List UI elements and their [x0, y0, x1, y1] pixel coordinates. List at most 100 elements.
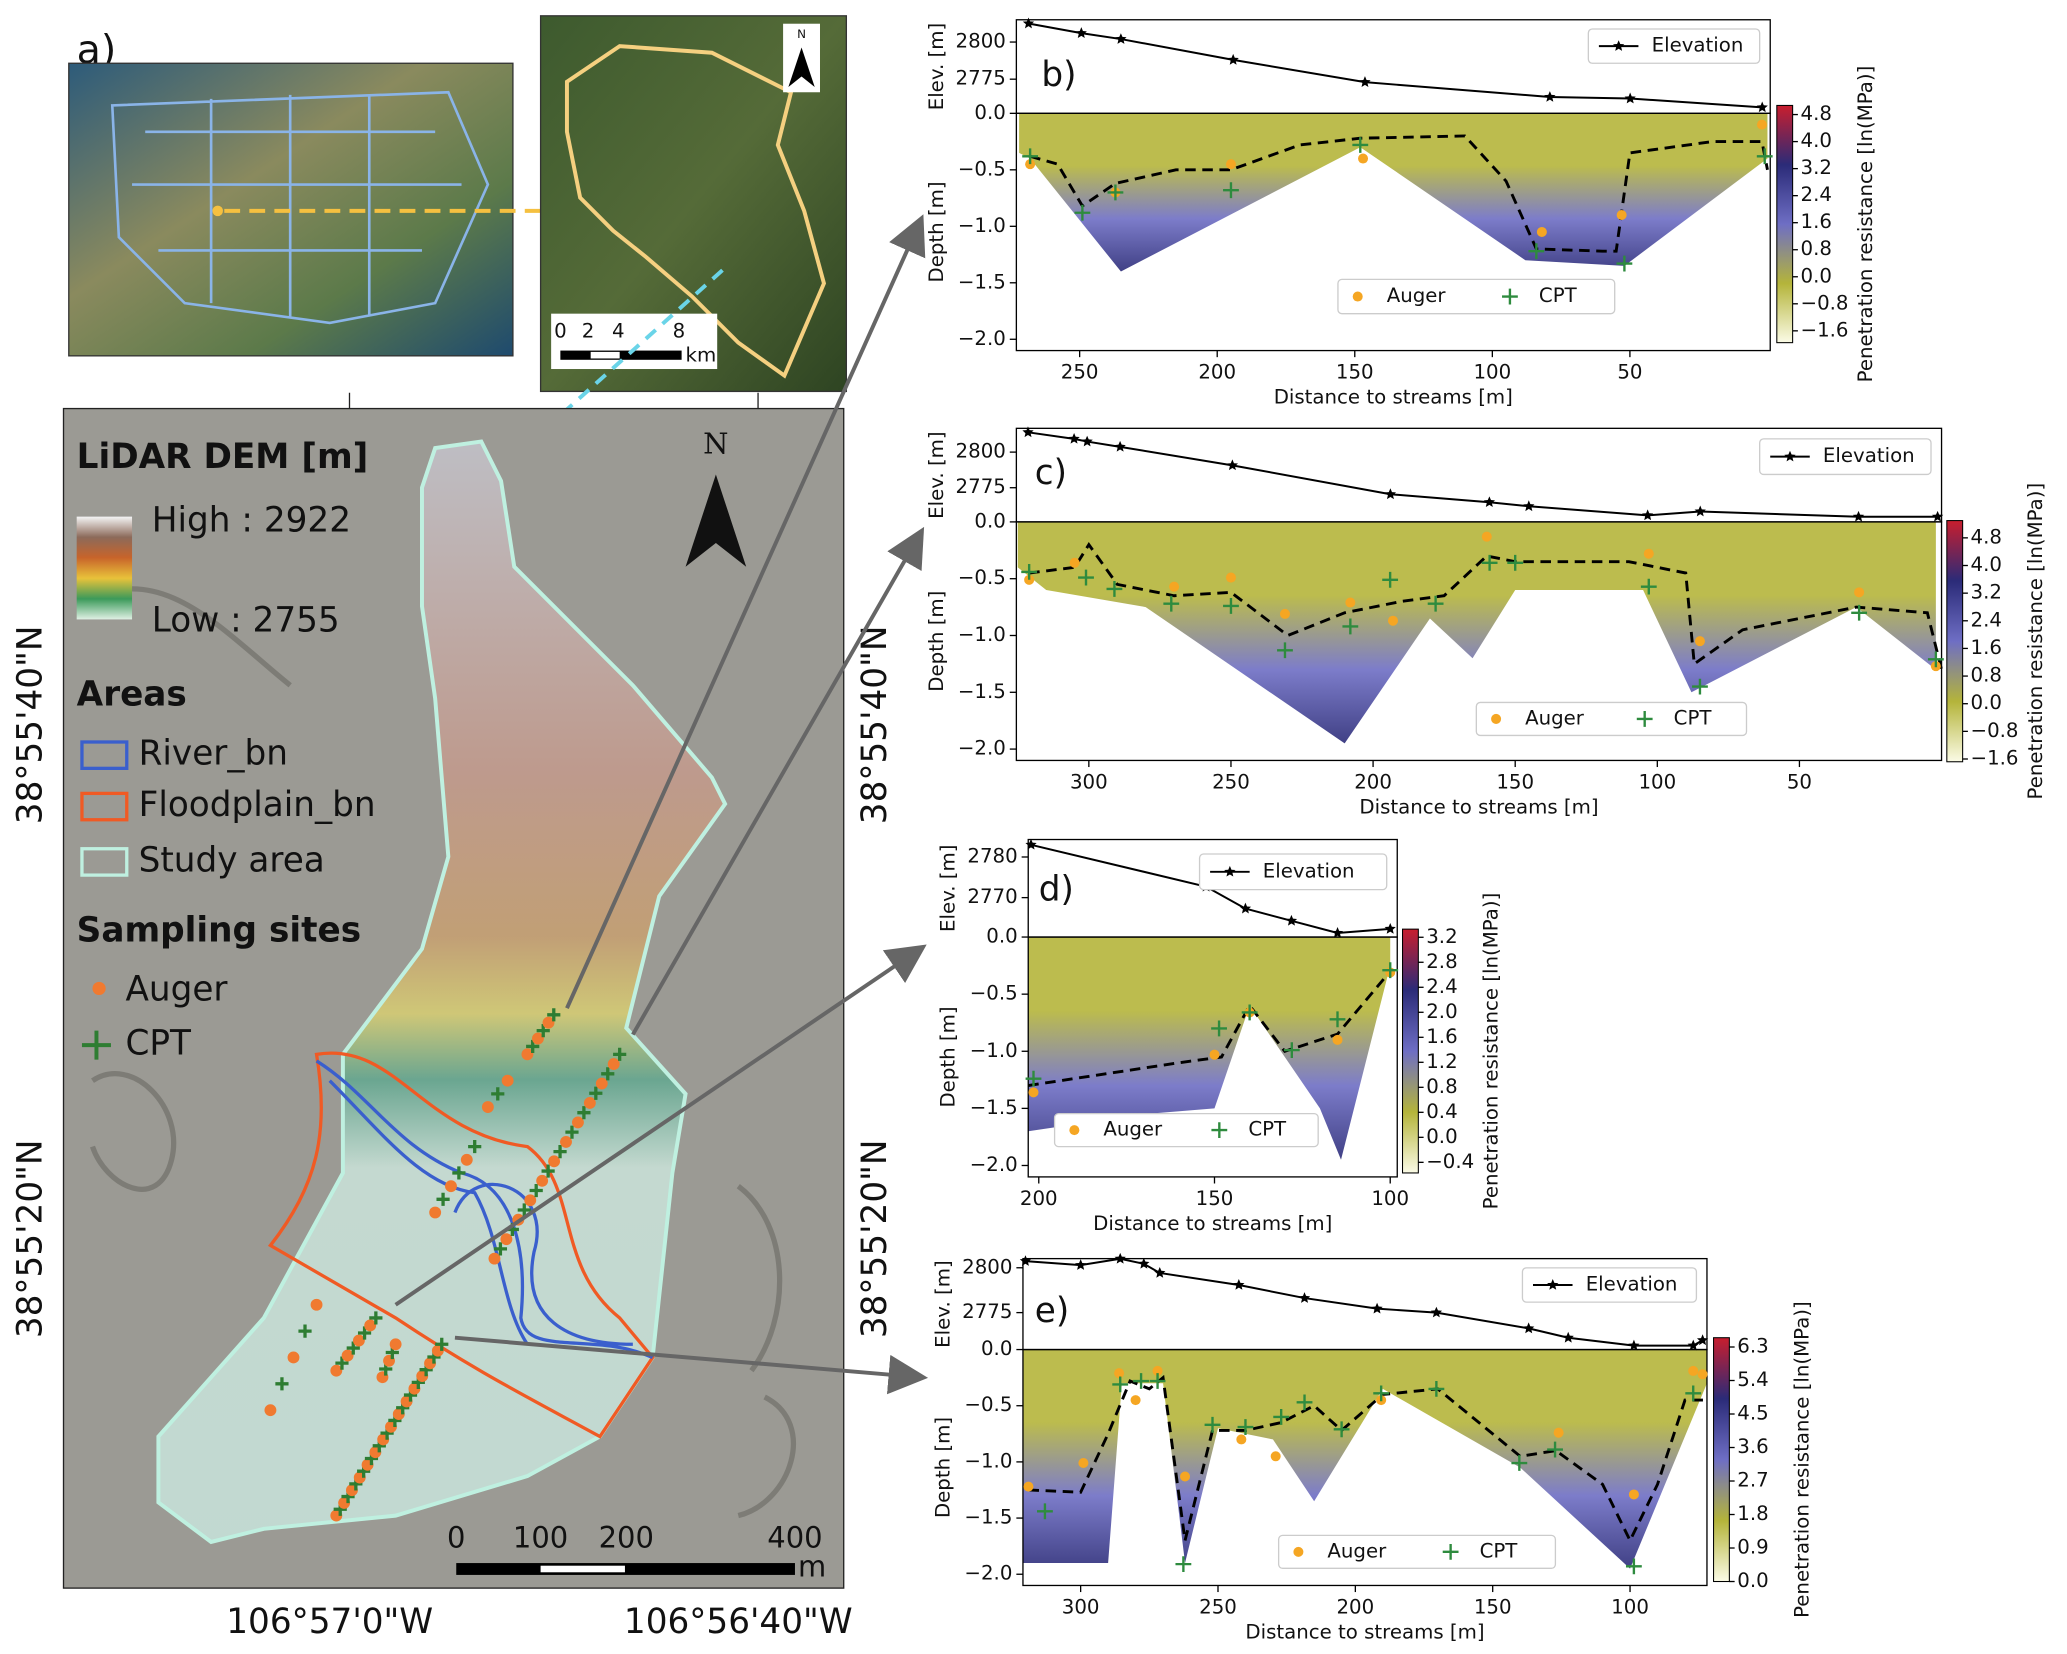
cpt-point [1106, 581, 1123, 597]
lat-label: 38°55'20"N [855, 1140, 895, 1339]
x-tick-label: 250 [1199, 1595, 1237, 1618]
auger-site [524, 1194, 537, 1207]
depth-frame [1022, 1348, 1708, 1587]
cpt-site [529, 1183, 543, 1198]
cpt-site [468, 1140, 482, 1154]
auger-point [1270, 1451, 1281, 1462]
auger-point [1069, 557, 1080, 568]
inset-scale-unit: km [686, 343, 717, 366]
x-tick-label: 100 [1473, 360, 1511, 383]
auger-site [536, 1174, 549, 1187]
elevation-marker [1227, 53, 1239, 65]
colorbar [1401, 928, 1419, 1174]
x-tick-label: 300 [1070, 770, 1108, 793]
legend-label: CPT [1539, 284, 1578, 307]
auger-site [330, 1364, 343, 1377]
x-tick-label: 100 [1638, 770, 1676, 793]
cpt-point [1625, 1558, 1642, 1575]
floodplain-outline [267, 1051, 655, 1439]
colorbar-tick-label: 4.8 [1971, 525, 2002, 548]
legend-marker [1491, 713, 1502, 724]
y-tick-label: −0.5 [970, 982, 1018, 1005]
elevation-marker [1483, 496, 1496, 508]
elevation-marker [1624, 92, 1636, 104]
depth-frame [1015, 521, 1943, 762]
cpt-point [1149, 1373, 1166, 1389]
colorbar-tick-label: 0.8 [1971, 664, 2002, 687]
auger-point [1643, 548, 1654, 559]
y-tick-label: 0.0 [974, 509, 1005, 532]
cpt-site [536, 1024, 550, 1038]
auger-site [264, 1404, 277, 1417]
cpt-site [493, 1242, 508, 1256]
elevation-marker [1359, 76, 1371, 87]
scale-label: 100 [513, 1520, 568, 1554]
cpt-site [369, 1311, 383, 1325]
x-tick-label: 50 [1787, 770, 1812, 793]
cpt-point [1342, 618, 1359, 635]
y-tick-label: −2.0 [958, 327, 1006, 350]
y-tick-label: −2.0 [958, 737, 1006, 760]
legend-box [1337, 278, 1616, 315]
elevation-marker [1694, 505, 1706, 517]
cpt-site [517, 1203, 531, 1217]
scale-unit: m [798, 1549, 826, 1583]
y-axis-label: Elev. [m] [937, 845, 960, 932]
cpt-site [526, 1039, 540, 1054]
cpt-point [1851, 604, 1868, 621]
y-tick-label: 2780 [967, 844, 1017, 867]
auger-site [460, 1153, 473, 1166]
panel-label: e) [1035, 1291, 1069, 1331]
cpt-point [1373, 1385, 1390, 1402]
colorbar-tick-label: 2.4 [1971, 608, 2002, 631]
elevation-marker [1138, 1257, 1150, 1269]
cpt-point [1175, 1556, 1192, 1573]
colorbar-tick-label: 0.8 [1801, 237, 1832, 260]
site-dot [212, 205, 223, 217]
x-tick-label: 200 [1020, 1187, 1058, 1210]
legend-marker [1224, 865, 1236, 877]
legend-box [1475, 701, 1748, 737]
auger-point [1481, 531, 1492, 542]
cpt-point [1428, 1380, 1445, 1397]
legend-label: Auger [1103, 1118, 1163, 1141]
colorbar-tick-label: 0.0 [1426, 1125, 1457, 1148]
auger-site [607, 1058, 620, 1071]
colorbar-tick-label: 4.0 [1801, 129, 1832, 152]
auger-point [1854, 587, 1865, 598]
inset-scale-bar [590, 351, 620, 359]
colorbar-tick-label: −1.6 [1801, 318, 1849, 341]
legend-label: CPT [125, 1024, 192, 1064]
elevation-marker [1931, 510, 1944, 522]
colorbar-tick-label: 2.8 [1426, 950, 1457, 973]
legend-box [1759, 438, 1932, 476]
legend-swatch [92, 981, 106, 996]
legend-label: Elevation [1263, 859, 1355, 882]
cpt-point [1685, 1385, 1702, 1402]
elevation-marker [1523, 500, 1535, 512]
colorbar-tick-label: 3.2 [1426, 925, 1457, 948]
legend-label: Floodplain_bn [139, 785, 376, 825]
auger-site [572, 1116, 584, 1129]
cpt-point [1528, 243, 1545, 260]
panel-label: b) [1041, 55, 1076, 95]
colorbar-tick-label: 1.2 [1426, 1050, 1457, 1073]
auger-site [488, 1252, 501, 1265]
elevation-marker [1430, 1306, 1443, 1318]
elevation-marker [1022, 426, 1034, 438]
y-tick-label: 0.0 [986, 925, 1017, 948]
link-arrow [565, 214, 926, 1010]
cpt-point [1507, 554, 1524, 571]
cpt-point [1382, 571, 1399, 588]
cpt-site [565, 1125, 579, 1139]
cpt-point [1211, 1020, 1227, 1037]
y-tick-label: −1.0 [958, 623, 1006, 646]
cpt-site [577, 1106, 591, 1120]
x-axis-label: Distance to streams [m] [1245, 1620, 1484, 1643]
legend-box [1053, 1112, 1319, 1148]
elevation-marker [1298, 1292, 1311, 1303]
north-label: N [703, 426, 728, 460]
link-arrow [394, 944, 927, 1307]
cpt-point [1107, 184, 1124, 201]
auger-site [500, 1233, 513, 1246]
